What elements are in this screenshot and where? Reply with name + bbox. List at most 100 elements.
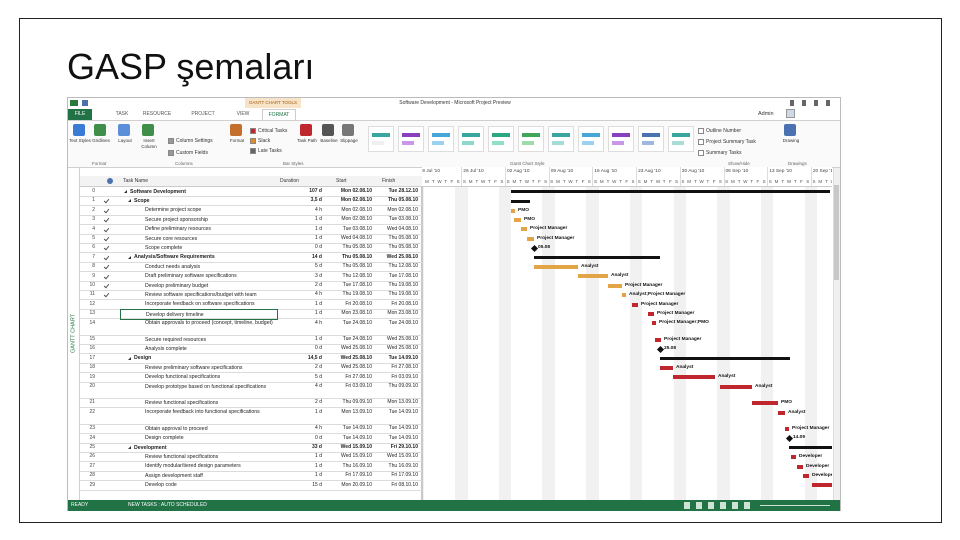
ribbon-tab[interactable]: FILE (68, 109, 92, 120)
gantt-style-swatch[interactable] (428, 126, 454, 152)
checkbox[interactable] (698, 139, 704, 145)
ribbon-button[interactable]: Late Tasks (258, 148, 282, 154)
task-bar[interactable] (514, 217, 521, 222)
ribbon-icon[interactable] (250, 148, 256, 154)
task-name[interactable]: Obtain approval to proceed (145, 425, 208, 432)
scroll-thumb[interactable] (834, 185, 839, 280)
ribbon-icon[interactable] (250, 128, 256, 134)
checkbox[interactable] (698, 150, 704, 156)
task-name[interactable]: Review functional specifications (145, 453, 219, 460)
ribbon-button[interactable]: Project Summary Task (706, 139, 756, 145)
task-name[interactable]: Design (134, 355, 152, 362)
task-name[interactable]: Design complete (145, 435, 184, 442)
task-bar[interactable] (578, 274, 608, 279)
collapse-arrow[interactable] (128, 199, 131, 203)
task-bar[interactable] (720, 384, 752, 389)
gantt-style-swatch[interactable] (548, 126, 574, 152)
checkbox[interactable] (698, 128, 704, 134)
task-name[interactable]: Development (134, 444, 167, 451)
task-name[interactable]: Review functional specifications (145, 399, 219, 406)
task-bar[interactable] (655, 337, 661, 342)
task-bar[interactable] (521, 227, 527, 232)
gantt-style-swatch[interactable] (458, 126, 484, 152)
task-bar[interactable] (812, 483, 832, 488)
collapse-arrow[interactable] (124, 190, 127, 193)
task-name[interactable]: Software Development (130, 188, 186, 195)
gantt-style-swatch[interactable] (578, 126, 604, 152)
ribbon-button[interactable]: Gridlines (92, 138, 110, 143)
task-name[interactable]: Develop delivery timeline (120, 309, 278, 321)
ribbon-icon[interactable] (250, 138, 256, 144)
task-name[interactable]: Identify modular/tiered design parameter… (145, 463, 241, 470)
gantt-style-swatch[interactable] (518, 126, 544, 152)
ribbon-tab[interactable]: VIEW (236, 111, 250, 117)
ribbon-tab[interactable]: RESOURCE (142, 111, 172, 117)
zoom-slider[interactable] (760, 505, 830, 506)
ribbon-button[interactable]: Column Settings (176, 138, 213, 144)
ribbon-icon[interactable] (168, 138, 174, 144)
task-name[interactable]: Determine project scope (145, 207, 202, 214)
task-bar[interactable] (652, 321, 656, 326)
ribbon-button[interactable]: Drawing (782, 138, 800, 143)
task-name[interactable]: Incorporate feedback into functional spe… (145, 409, 260, 416)
gantt-style-swatch[interactable] (608, 126, 634, 152)
task-name[interactable]: Secure project sponsorship (145, 216, 208, 223)
task-bar[interactable] (622, 293, 626, 298)
task-bar[interactable] (791, 455, 796, 460)
ribbon-button[interactable]: Custom Fields (176, 150, 208, 156)
ribbon-button[interactable]: Slippage (340, 138, 358, 143)
task-name[interactable]: Analysis/Software Requirements (134, 254, 215, 261)
task-bar[interactable] (785, 426, 789, 431)
collapse-arrow[interactable] (128, 255, 131, 259)
ribbon-button[interactable]: Insert Column (141, 138, 157, 149)
gantt-style-swatch[interactable] (488, 126, 514, 152)
ribbon-icon[interactable] (168, 150, 174, 156)
task-name[interactable]: Develop functional specifications (145, 374, 221, 381)
task-name[interactable]: Secure required resources (145, 336, 207, 343)
gantt-style-swatch[interactable] (668, 126, 694, 152)
task-bar[interactable] (632, 302, 638, 307)
task-bar[interactable] (752, 401, 778, 406)
ribbon-button[interactable]: Outline Number (706, 128, 742, 134)
ribbon-button[interactable]: Baseline (320, 138, 338, 143)
collapse-arrow[interactable] (128, 446, 131, 449)
user-name[interactable]: Admin (758, 111, 774, 117)
scrollbar[interactable] (833, 168, 840, 500)
ribbon-button[interactable]: Task Path (297, 138, 317, 143)
gantt-style-swatch[interactable] (368, 126, 394, 152)
task-name[interactable]: Review preliminary software specificatio… (145, 364, 243, 371)
ribbon-tab[interactable]: TASK (115, 111, 129, 117)
ribbon-button[interactable]: Text Styles (69, 138, 91, 143)
task-name[interactable]: Draft preliminary software specification… (145, 273, 237, 280)
task-bar[interactable] (534, 264, 578, 269)
task-bar[interactable] (660, 365, 673, 370)
task-name[interactable]: Obtain approvals to proceed (concept, ti… (145, 320, 273, 327)
collapse-arrow[interactable] (128, 356, 131, 360)
task-name[interactable]: Scope (134, 197, 150, 204)
task-name[interactable]: Develop prototype based on functional sp… (145, 383, 267, 390)
task-bar[interactable] (803, 473, 809, 478)
task-name[interactable]: Develop preliminary budget (145, 282, 209, 289)
task-name[interactable]: Analysis complete (145, 345, 187, 352)
task-bar[interactable] (608, 283, 622, 288)
task-name[interactable]: Define preliminary resources (145, 226, 212, 233)
task-bar[interactable] (527, 236, 534, 241)
task-name[interactable]: Develop code (145, 482, 177, 489)
task-name[interactable]: Incorporate feedback on software specifi… (145, 301, 255, 308)
task-bar[interactable] (778, 410, 785, 415)
task-bar[interactable] (797, 464, 803, 469)
task-name[interactable]: Secure core resources (145, 235, 198, 242)
task-name[interactable]: Scope complete (145, 244, 183, 251)
gantt-style-swatch[interactable] (398, 126, 424, 152)
ribbon-button[interactable]: Format (229, 138, 245, 143)
ribbon-button[interactable]: Critical Tasks (258, 128, 288, 134)
task-name[interactable]: Assign development staff (145, 472, 203, 479)
task-name[interactable]: Review software specifications/budget wi… (145, 291, 257, 298)
ribbon-button[interactable]: Summary Tasks (706, 150, 742, 156)
task-name[interactable]: Conduct needs analysis (145, 263, 201, 270)
ribbon-button[interactable]: Layout (118, 138, 132, 143)
gantt-style-swatch[interactable] (638, 126, 664, 152)
ribbon-button[interactable]: Slack (258, 138, 271, 144)
task-bar[interactable] (648, 311, 654, 316)
ribbon-tab[interactable]: PROJECT (191, 111, 215, 117)
